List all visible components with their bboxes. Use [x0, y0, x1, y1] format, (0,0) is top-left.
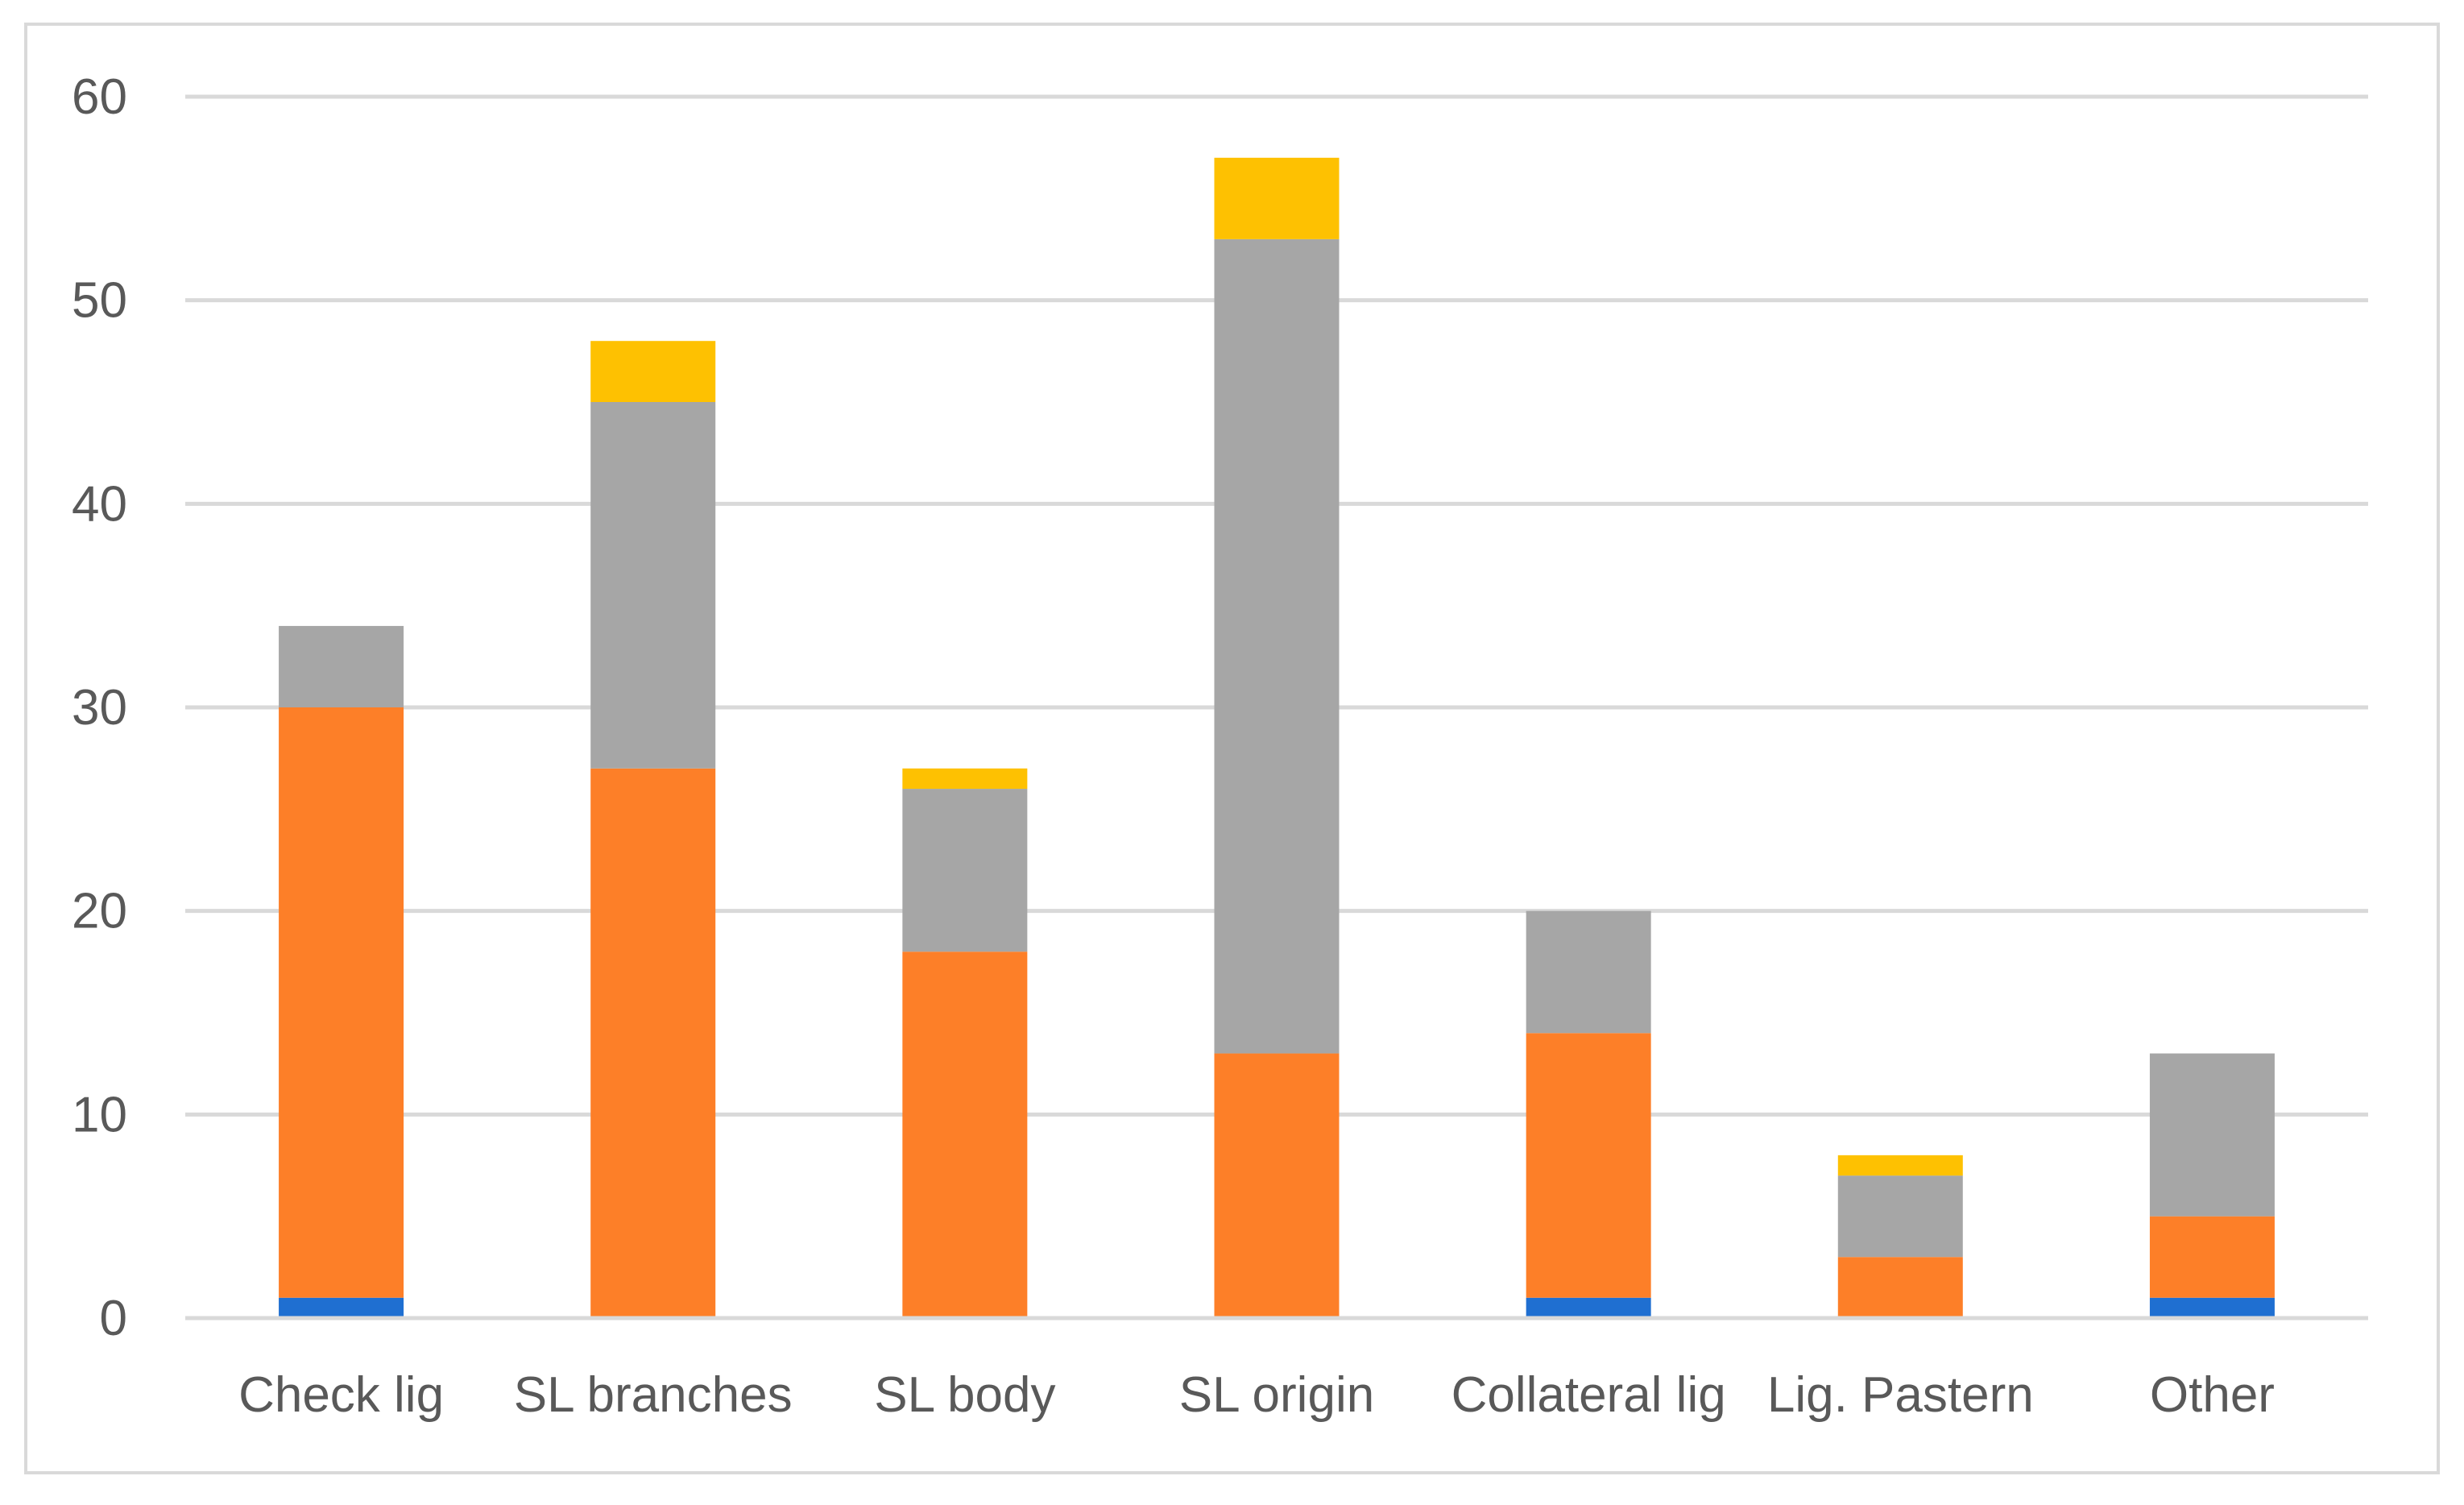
x-axis-tick-labels: Check lig SL branches SL body SL origin Coll… — [238, 1367, 2275, 1423]
x-tick-label: SL body — [874, 1367, 1055, 1423]
x-tick-label: SL branches — [514, 1367, 793, 1423]
bar-segment — [2149, 1053, 2275, 1217]
x-tick-label: Lig. Pastern — [1767, 1367, 2034, 1423]
bar-segment — [902, 768, 1028, 790]
bar-segment — [279, 1297, 404, 1318]
bar-segment — [1526, 1033, 1651, 1298]
bar-segment — [590, 768, 716, 1318]
y-tick-label: 30 — [72, 680, 127, 736]
bars — [279, 157, 2275, 1318]
x-tick-label: Other — [2150, 1367, 2275, 1423]
bar-segment — [1526, 910, 1651, 1034]
y-tick-label: 20 — [72, 884, 127, 939]
bar-segment — [2149, 1216, 2275, 1298]
bar-segment — [1214, 1053, 1340, 1318]
bar-segment — [590, 341, 716, 402]
bar-segment — [1837, 1257, 1963, 1318]
bar-segment — [1837, 1175, 1963, 1258]
bar-segment — [279, 707, 404, 1298]
y-tick-label: 10 — [72, 1087, 127, 1142]
x-tick-label: Collateral lig — [1451, 1367, 1726, 1423]
y-tick-label: 40 — [72, 476, 127, 532]
y-tick-label: 50 — [72, 273, 127, 329]
x-tick-label: Check lig — [238, 1367, 444, 1423]
bar-segment — [902, 952, 1028, 1318]
bar-segment — [1214, 157, 1340, 239]
bar-segment — [1214, 238, 1340, 1054]
bar-segment — [590, 402, 716, 769]
y-tick-label: 60 — [72, 69, 127, 125]
bar-segment — [1837, 1155, 1963, 1176]
bar-segment — [279, 625, 404, 707]
x-tick-label: SL origin — [1179, 1367, 1374, 1423]
bar-segment — [902, 789, 1028, 952]
bar-segment — [2149, 1297, 2275, 1318]
bar-segment — [1526, 1297, 1651, 1318]
y-axis-tick-labels: 0 10 20 30 40 50 60 — [72, 69, 127, 1346]
y-tick-label: 0 — [100, 1291, 127, 1346]
